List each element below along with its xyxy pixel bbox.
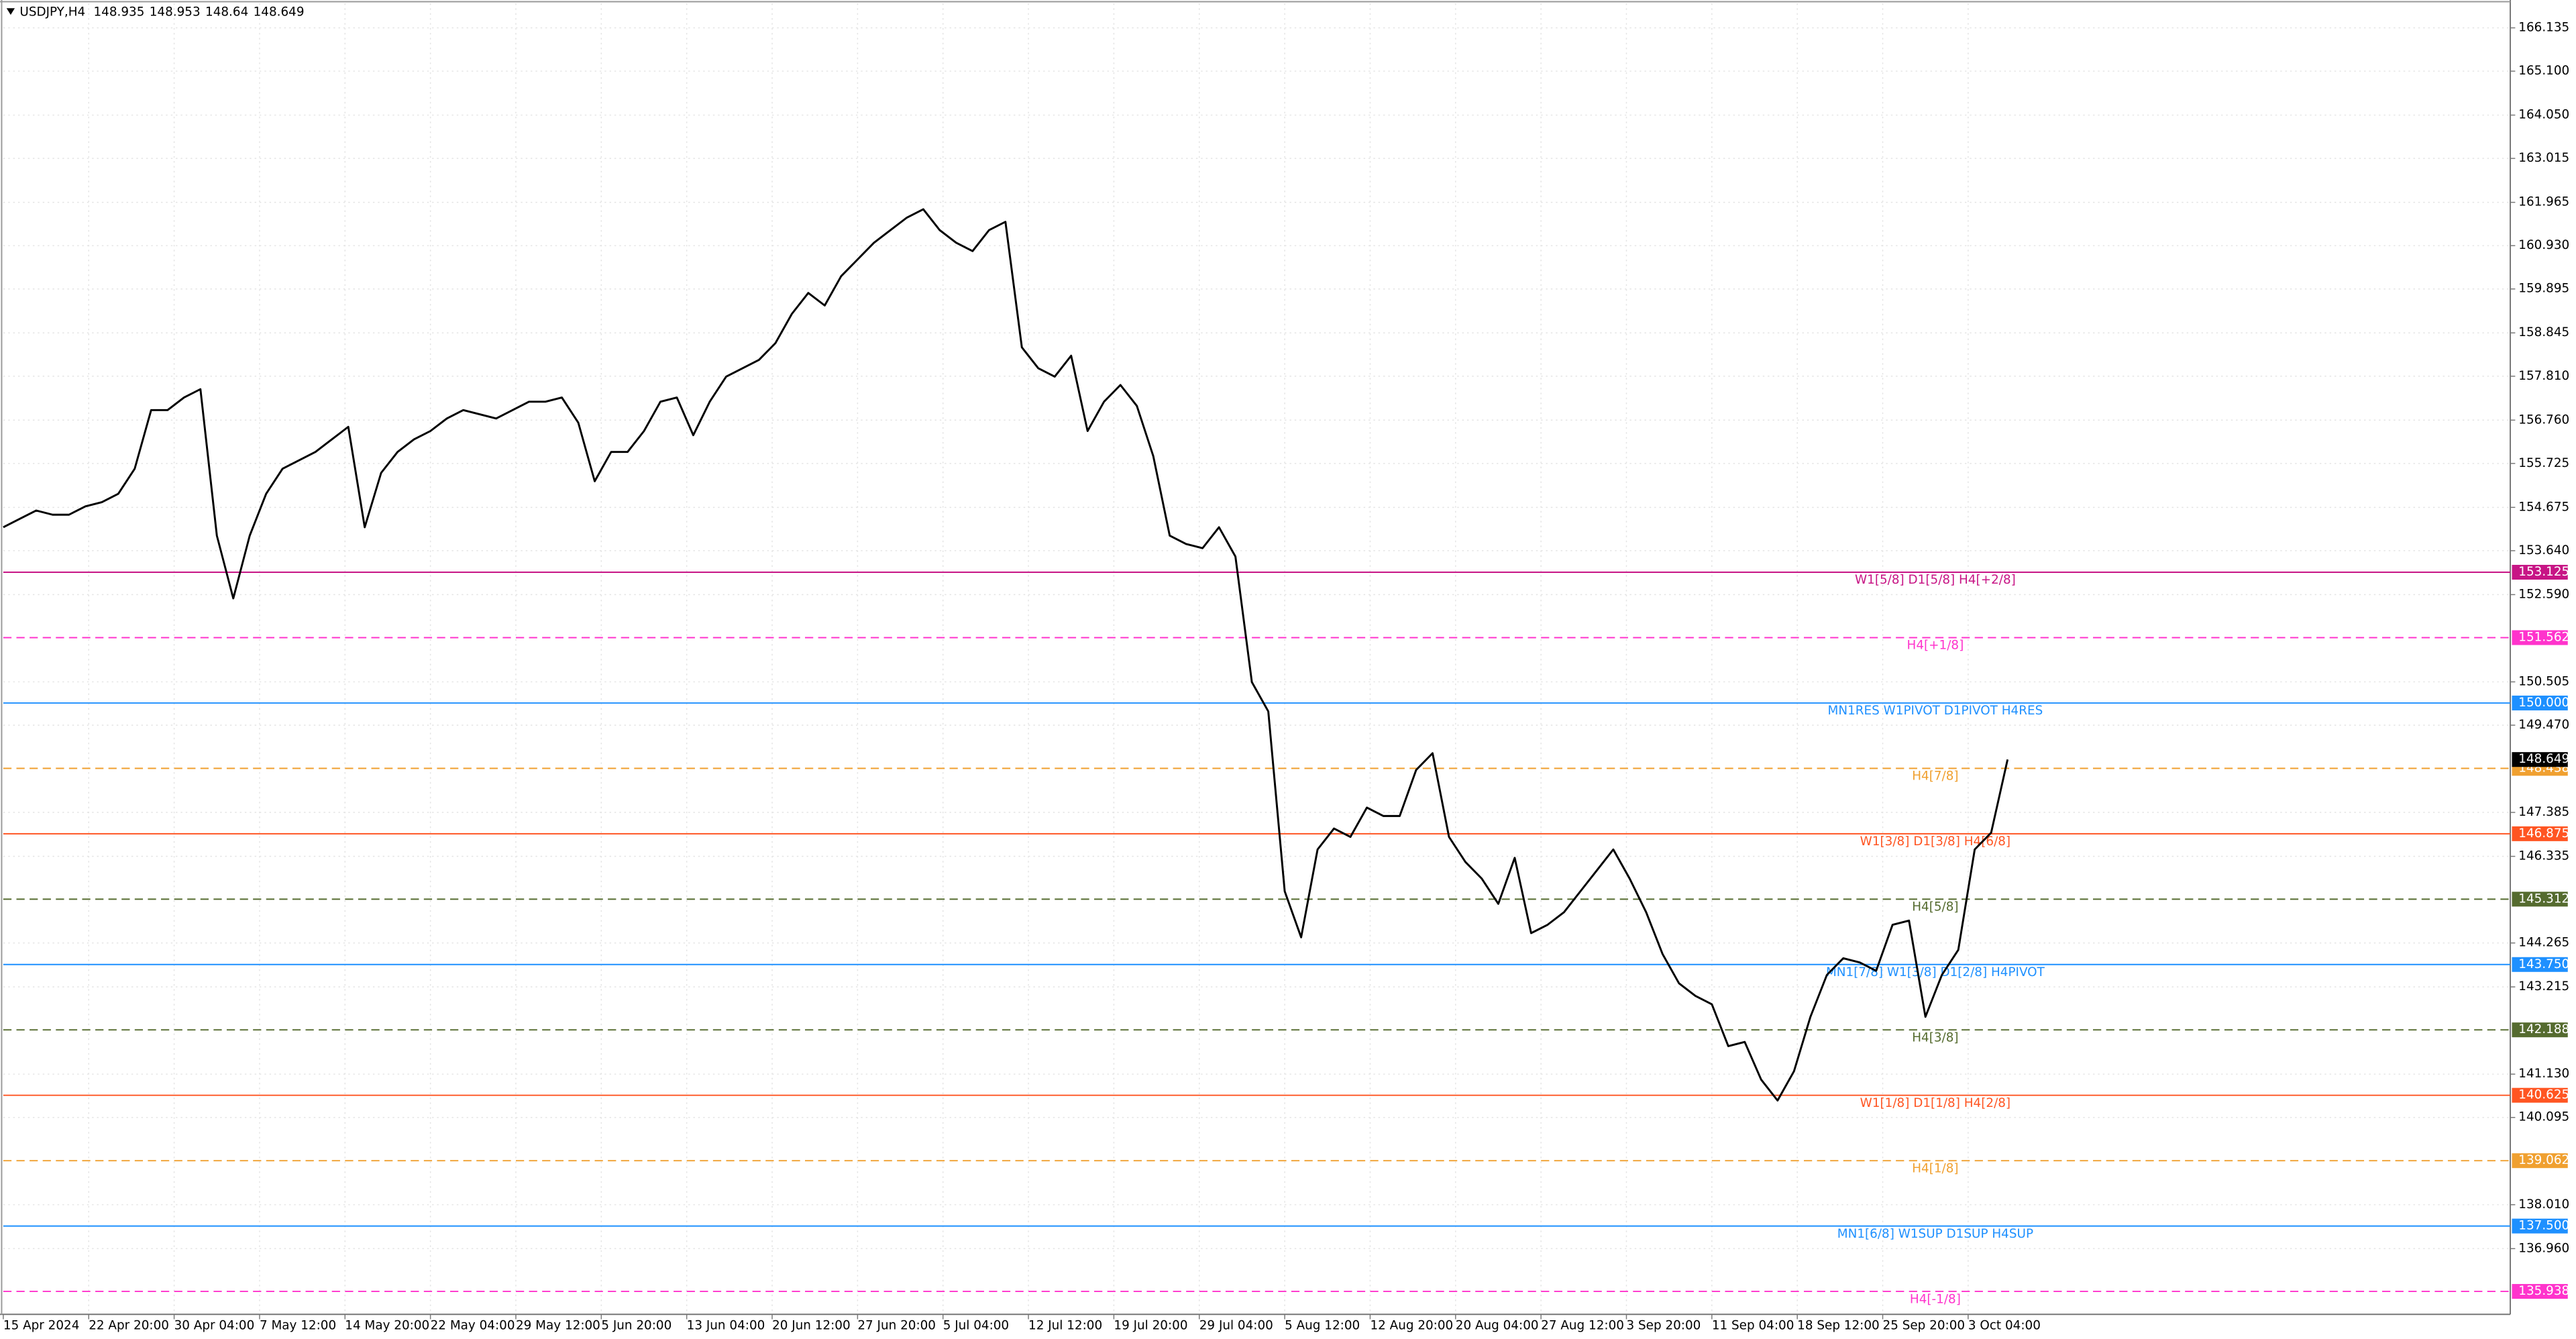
x-tick-label: 3 Oct 04:00: [1968, 1318, 2041, 1332]
header-open: 148.935: [93, 5, 144, 19]
price-box: [2512, 957, 2568, 972]
y-tick-label: 136.960: [2518, 1241, 2569, 1255]
header-low: 148.64: [205, 5, 248, 19]
x-tick-label: 15 Apr 2024: [3, 1318, 80, 1332]
x-tick-label: 5 Aug 12:00: [1285, 1318, 1360, 1332]
x-tick-label: 12 Jul 12:00: [1028, 1318, 1102, 1332]
price-box: [2512, 1284, 2568, 1299]
price-box-label: 150.000: [2518, 696, 2569, 710]
y-tick-label: 160.930: [2518, 238, 2569, 252]
y-tick-label: 155.725: [2518, 456, 2569, 470]
y-tick-label: 147.385: [2518, 805, 2569, 819]
y-tick-label: 164.050: [2518, 108, 2569, 122]
x-tick-label: 14 May 20:00: [345, 1318, 429, 1332]
y-tick-label: 157.810: [2518, 369, 2569, 383]
y-tick-label: 140.095: [2518, 1110, 2569, 1124]
x-tick-label: 20 Aug 04:00: [1456, 1318, 1539, 1332]
symbol: USDJPY,H4: [19, 5, 85, 19]
current-price-label: 148.649: [2518, 752, 2569, 766]
y-tick-label: 146.335: [2518, 849, 2569, 863]
x-tick-label: 22 Apr 20:00: [89, 1318, 169, 1332]
price-box: [2512, 630, 2568, 645]
y-tick-label: 154.675: [2518, 500, 2569, 514]
price-box: [2512, 695, 2568, 710]
y-tick-label: 150.505: [2518, 674, 2569, 688]
price-box-label: 137.500: [2518, 1219, 2569, 1233]
y-tick-label: 156.760: [2518, 413, 2569, 427]
level-text: H4[7/8]: [1912, 769, 1958, 784]
y-tick-label: 143.215: [2518, 979, 2569, 994]
header-high: 148.953: [150, 5, 201, 19]
price-box: [2512, 1153, 2568, 1169]
price-box: [2512, 1022, 2568, 1038]
price-box-label: 135.938: [2518, 1284, 2569, 1298]
header: USDJPY,H4 148.935 148.953 148.64 148.649: [19, 5, 304, 19]
level-text: W1[3/8] D1[3/8] H4[6/8]: [1860, 835, 2010, 849]
y-tick-label: 163.015: [2518, 151, 2569, 165]
y-tick-label: 153.640: [2518, 543, 2569, 557]
x-tick-label: 7 May 12:00: [260, 1318, 336, 1332]
price-line: [3, 208, 2009, 1102]
x-tick-label: 5 Jul 04:00: [943, 1318, 1009, 1332]
menu-arrow[interactable]: [6, 8, 15, 15]
y-tick-label: 159.895: [2518, 282, 2569, 296]
price-box-label: 151.562: [2518, 631, 2569, 645]
level-text: H4[-1/8]: [1910, 1292, 1961, 1306]
y-tick-label: 165.100: [2518, 64, 2569, 78]
price-box-label: 140.625: [2518, 1088, 2569, 1102]
x-tick-label: 30 Apr 04:00: [174, 1318, 255, 1332]
x-tick-label: 18 Sep 12:00: [1797, 1318, 1880, 1332]
level-text: MN1[7/8] W1[3/8] D1[2/8] H4PIVOT: [1826, 965, 2045, 979]
price-box: [2512, 826, 2568, 841]
y-tick-label: 161.965: [2518, 195, 2569, 209]
price-box-label: 153.125: [2518, 565, 2569, 579]
x-tick-label: 29 Jul 04:00: [1199, 1318, 1273, 1332]
x-tick-label: 27 Aug 12:00: [1541, 1318, 1624, 1332]
price-box-label: 146.875: [2518, 826, 2569, 841]
price-box: [2512, 564, 2568, 580]
x-tick-label: 5 Jun 20:00: [601, 1318, 672, 1332]
y-tick-label: 138.010: [2518, 1197, 2569, 1212]
price-box-label: 143.750: [2518, 957, 2569, 971]
x-tick-label: 29 May 12:00: [516, 1318, 600, 1332]
level-text: W1[5/8] D1[5/8] H4[+2/8]: [1855, 573, 2016, 587]
x-tick-label: 25 Sep 20:00: [1883, 1318, 1966, 1332]
y-tick-label: 158.845: [2518, 325, 2569, 339]
price-box-label: 139.062: [2518, 1153, 2569, 1167]
x-tick-label: 12 Aug 20:00: [1370, 1318, 1453, 1332]
y-tick-label: 149.470: [2518, 718, 2569, 732]
level-text: MN1RES W1PIVOT D1PIVOT H4RES: [1828, 704, 2043, 718]
price-box-label: 142.188: [2518, 1022, 2569, 1036]
level-text: H4[1/8]: [1912, 1161, 1958, 1175]
current-price-box: [2512, 752, 2568, 767]
y-tick-label: 152.590: [2518, 587, 2569, 601]
x-tick-label: 13 Jun 04:00: [687, 1318, 765, 1332]
level-text: H4[+1/8]: [1907, 639, 1964, 653]
price-box: [2512, 892, 2568, 907]
y-tick-label: 141.130: [2518, 1067, 2569, 1081]
x-tick-label: 20 Jun 12:00: [772, 1318, 851, 1332]
level-text: H4[3/8]: [1912, 1030, 1958, 1045]
header-close: 148.649: [254, 5, 305, 19]
price-box: [2512, 1087, 2568, 1103]
x-tick-label: 3 Sep 20:00: [1626, 1318, 1701, 1332]
x-tick-label: 27 Jun 20:00: [857, 1318, 936, 1332]
level-text: MN1[6/8] W1SUP D1SUP H4SUP: [1837, 1227, 2033, 1241]
y-tick-label: 166.135: [2518, 21, 2569, 35]
x-tick-label: 11 Sep 04:00: [1712, 1318, 1794, 1332]
x-tick-label: 19 Jul 20:00: [1114, 1318, 1187, 1332]
level-text: W1[1/8] D1[1/8] H4[2/8]: [1860, 1096, 2010, 1110]
price-box: [2512, 1218, 2568, 1234]
y-tick-label: 144.265: [2518, 936, 2569, 950]
x-tick-label: 22 May 04:00: [431, 1318, 515, 1332]
price-box-label: 145.312: [2518, 892, 2569, 906]
level-text: H4[5/8]: [1912, 900, 1958, 914]
